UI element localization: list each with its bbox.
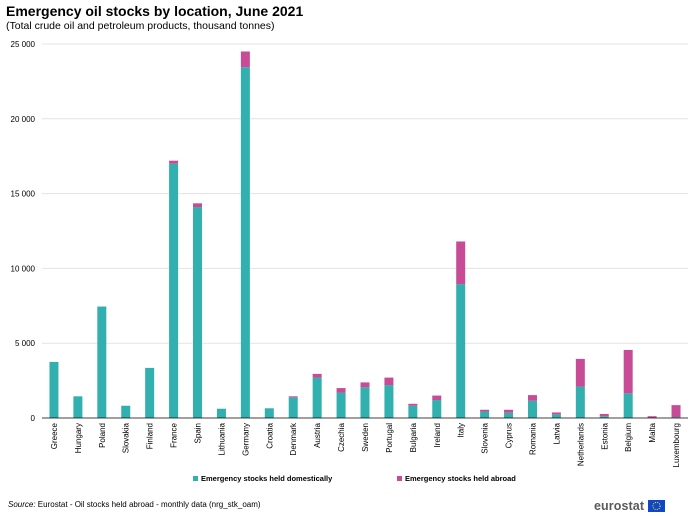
x-tick-label: Hungary (74, 423, 83, 453)
bar-domestic (456, 284, 466, 418)
y-tick-label: 0 (31, 414, 36, 423)
bar-domestic (312, 377, 322, 418)
stacked-bar-chart: 0 5 000 10 000 15 000 20 000 25 000 Greece Hung… (11, 40, 688, 483)
bar-domestic (575, 386, 585, 418)
bar-abroad (480, 409, 490, 412)
x-tick-label: Slovakia (122, 422, 131, 453)
bar-abroad (623, 349, 633, 394)
x-tick-label: France (170, 422, 179, 447)
x-tick-label: Denmark (289, 422, 298, 455)
x-tick-label: Romania (528, 422, 537, 455)
bar-abroad (193, 203, 203, 208)
source-text: Eurostat - Oil stocks held abroad - mont… (35, 500, 261, 509)
x-tick-label: Germany (241, 423, 250, 456)
bar-domestic (121, 405, 131, 418)
bar-domestic (360, 387, 370, 418)
bar-abroad (671, 405, 681, 418)
x-tick-label: Luxembourg (672, 423, 681, 467)
x-tick-label: Estonia (600, 422, 609, 449)
bar-abroad (551, 412, 561, 415)
bar-domestic (527, 400, 537, 418)
x-tick-label: Greece (50, 422, 59, 449)
bar-abroad (312, 373, 322, 378)
bar-abroad (575, 358, 585, 387)
bar-domestic (336, 392, 346, 418)
x-tick-label: Netherlands (576, 423, 585, 466)
eurostat-logo-text: eurostat (594, 499, 645, 513)
x-tick-label: Sweden (361, 423, 370, 452)
bar-abroad (432, 395, 442, 401)
x-tick-label: Finland (146, 423, 155, 449)
x-tick-label: Croatia (265, 422, 274, 448)
bar-abroad (169, 160, 179, 164)
y-tick-label: 15 000 (11, 190, 36, 199)
y-tick-label: 5 000 (15, 339, 36, 348)
chart-subtitle: (Total crude oil and petroleum products,… (6, 20, 275, 32)
bar-abroad (647, 416, 657, 418)
legend-swatch-abroad (397, 476, 402, 481)
bar-domestic (216, 408, 226, 418)
source-label: Source: (8, 500, 36, 509)
y-tick-label: 25 000 (11, 40, 36, 49)
bar-abroad (288, 396, 298, 398)
x-tick-label: Slovenia (481, 422, 490, 453)
x-tick-label: Lithuania (217, 422, 226, 455)
bar-domestic (671, 417, 681, 418)
x-tick-label: Poland (98, 423, 107, 448)
bar-domestic (97, 306, 107, 418)
x-tick-label: Malta (648, 422, 657, 442)
bar-domestic (551, 414, 561, 418)
bar-abroad (599, 413, 609, 417)
bar-domestic (384, 385, 394, 418)
source-note: Source: Eurostat - Oil stocks held abroa… (8, 500, 261, 509)
x-tick-label: Ireland (433, 423, 442, 447)
bar-domestic (599, 416, 609, 418)
x-tick-label: Portugal (385, 423, 394, 453)
bar-abroad (240, 51, 250, 68)
bar-domestic (240, 67, 250, 419)
bar-domestic (288, 397, 298, 418)
x-tick-label: Latvia (552, 422, 561, 444)
x-tick-label: Italy (457, 423, 466, 438)
bar-domestic (504, 412, 514, 418)
bar-abroad (408, 403, 418, 406)
bar-abroad (504, 409, 514, 413)
bar-domestic (408, 405, 418, 418)
bar-domestic (480, 411, 490, 418)
x-tick-label: Spain (194, 423, 203, 443)
legend-label-abroad: Emergency stocks held abroad (405, 474, 516, 483)
bar-abroad (384, 377, 394, 386)
x-tick-label: Austria (313, 422, 322, 447)
bar-abroad (527, 395, 537, 401)
y-tick-label: 20 000 (11, 115, 36, 124)
bar-domestic (432, 400, 442, 418)
x-tick-label: Bulgaria (409, 422, 418, 452)
x-tick-label: Belgium (624, 423, 633, 452)
bar-domestic (169, 163, 179, 418)
bar-abroad (360, 382, 370, 388)
bar-abroad (336, 388, 346, 393)
bar-domestic (145, 367, 155, 418)
bar-domestic (193, 207, 203, 418)
bar-abroad (456, 241, 466, 285)
x-tick-label: Czechia (337, 422, 346, 451)
legend-label-domestic: Emergency stocks held domestically (201, 474, 333, 483)
eurostat-logo: eurostat (594, 499, 666, 513)
legend-swatch-domestic (193, 476, 198, 481)
bar-domestic (264, 408, 274, 418)
y-tick-label: 10 000 (11, 264, 36, 273)
x-tick-label: Cyprus (505, 423, 514, 448)
chart-title: Emergency oil stocks by location, June 2… (6, 3, 304, 19)
bar-domestic (73, 396, 83, 418)
bar-domestic (49, 361, 59, 418)
bar-domestic (623, 393, 633, 418)
eu-flag-icon (648, 500, 666, 512)
